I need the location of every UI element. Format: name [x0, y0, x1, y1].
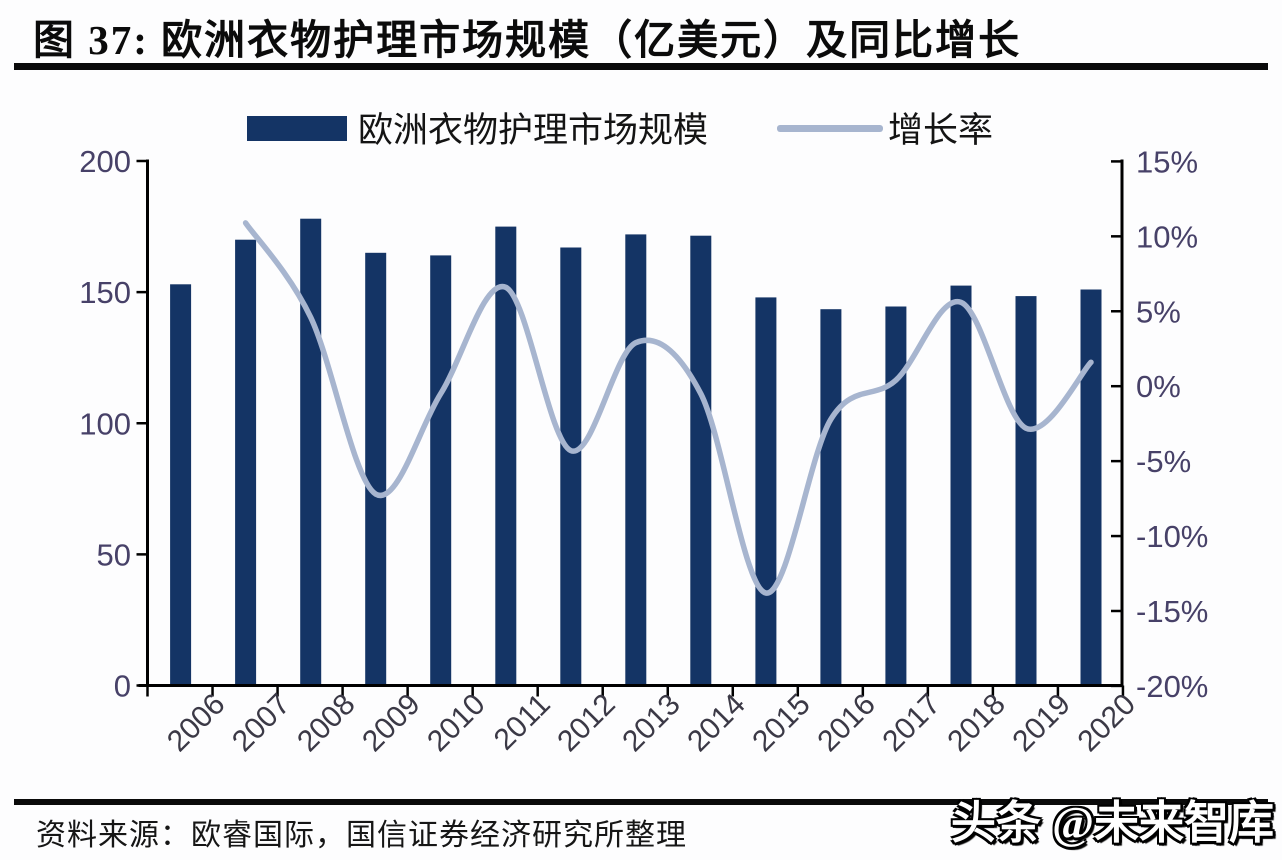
right-axis-label: -15% [1136, 594, 1208, 629]
year-label-2019: 2019 [1006, 688, 1077, 759]
year-label-2009: 2009 [356, 688, 427, 759]
bar-2007 [235, 239, 257, 686]
figure-title: 图 37: 欧洲衣物护理市场规模（亿美元）及同比增长 [33, 17, 1022, 63]
bar-2014 [690, 235, 712, 686]
bar-2012 [560, 247, 582, 686]
left-axis-label: 50 [97, 537, 131, 572]
growth-line [242, 220, 1094, 596]
bar-2006 [170, 284, 192, 686]
year-label-2011: 2011 [488, 688, 557, 757]
bar-2017 [885, 306, 907, 686]
year-label-2017: 2017 [876, 688, 947, 759]
year-label-2018: 2018 [941, 688, 1012, 759]
bar-2015 [755, 297, 777, 686]
bar-2008 [300, 218, 322, 686]
right-axis-label: -20% [1136, 669, 1208, 704]
year-label-2020: 2020 [1071, 688, 1142, 759]
legend-label-growth-rate: 增长率 [888, 111, 994, 150]
source-note: 资料来源：欧睿国际，国信证券经济研究所整理 [36, 819, 687, 852]
year-label-2014: 2014 [681, 688, 752, 759]
year-label-2013: 2013 [616, 688, 687, 759]
legend-label-market-size: 欧洲衣物护理市场规模 [358, 111, 709, 150]
legend-line-swatch-icon [777, 125, 883, 132]
right-axis-label: -5% [1136, 444, 1191, 479]
bar-2018 [950, 285, 972, 686]
watermark: 头条 @未来智库 [950, 798, 1274, 848]
left-axis-label: 150 [79, 275, 131, 310]
right-axis-label: 15% [1136, 144, 1198, 179]
right-axis-label: 0% [1136, 369, 1181, 404]
year-label-2012: 2012 [551, 688, 622, 759]
right-axis-label: -10% [1136, 519, 1208, 554]
title-underline [14, 63, 1268, 70]
bar-2010 [430, 255, 452, 686]
year-label-2015: 2015 [746, 688, 817, 759]
legend-bar-swatch-icon [247, 116, 347, 141]
year-label-2006: 2006 [161, 688, 232, 759]
bar-2019 [1015, 296, 1037, 686]
left-axis-label: 100 [79, 406, 131, 441]
right-axis-label: 10% [1136, 219, 1198, 254]
year-label-2007: 2007 [226, 688, 297, 759]
bar-2016 [820, 309, 842, 686]
bar-2020 [1080, 289, 1102, 686]
year-label-2008: 2008 [291, 688, 362, 759]
right-axis-label: 5% [1136, 294, 1181, 329]
footer-divider [14, 799, 1268, 805]
left-axis-label: 200 [79, 144, 131, 179]
year-label-2016: 2016 [811, 688, 882, 759]
year-label-2010: 2010 [421, 688, 492, 759]
bar-2009 [365, 252, 387, 686]
bar-2011 [495, 226, 517, 686]
bar-2013 [625, 234, 647, 686]
left-axis-label: 0 [114, 669, 131, 704]
